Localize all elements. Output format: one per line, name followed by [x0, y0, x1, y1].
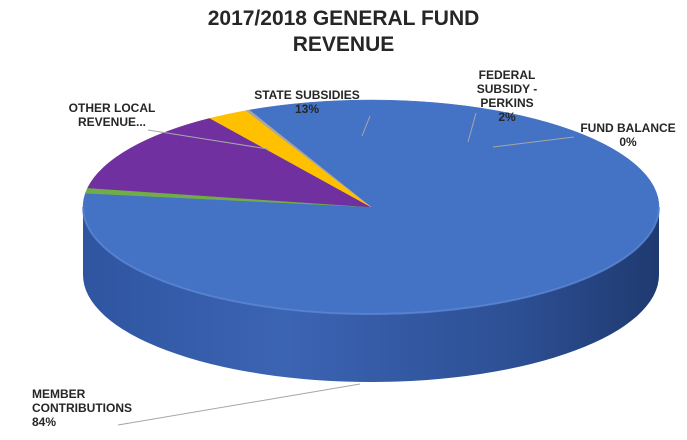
slice-percent: 0%: [619, 135, 637, 149]
chart-title: 2017/2018 GENERAL FUND REVENUE: [0, 6, 687, 58]
slice-label-line: STATE SUBSIDIES: [254, 88, 360, 102]
leader-line-3: [467, 112, 477, 143]
pie-slice-4: [245, 109, 372, 208]
leader-line-4: [492, 136, 575, 148]
slice-label-line: MEMBER: [32, 387, 86, 401]
pie-rim-highlight: [82, 206, 660, 315]
chart-title-line-2: REVENUE: [292, 33, 395, 56]
slice-label-line: SUBSIDY -: [477, 82, 537, 96]
slice-percent: 13%: [295, 102, 319, 116]
pie-slice-2: [87, 118, 372, 208]
slice-label-4: FUND BALANCE 0%: [580, 121, 675, 149]
slice-label-2: STATE SUBSIDIES 13%: [254, 88, 360, 116]
slice-label-line: PERKINS: [480, 96, 533, 110]
slice-label-1: OTHER LOCAL REVENUE...: [69, 101, 156, 129]
slice-percent: 84%: [32, 415, 56, 429]
leader-line-2: [361, 115, 371, 137]
slice-label-line: FEDERAL: [479, 68, 536, 82]
slice-label-line: CONTRIBUTIONS: [32, 401, 132, 415]
slice-label-line: FUND BALANCE: [580, 121, 675, 135]
leader-line-1: [147, 129, 269, 150]
chart-title-line-1: 2017/2018 GENERAL FUND: [207, 7, 480, 30]
leader-line-0: [117, 383, 361, 426]
slice-label-3: FEDERAL SUBSIDY -PERKINS 2%: [477, 68, 537, 124]
slice-percent: 2%: [498, 110, 516, 124]
slice-label-0: MEMBER CONTRIBUTIONS 84%: [32, 387, 132, 429]
slice-label-line: REVENUE...: [78, 115, 146, 129]
pie-side-0-0: [83, 207, 659, 382]
slice-label-line: OTHER LOCAL: [69, 101, 156, 115]
